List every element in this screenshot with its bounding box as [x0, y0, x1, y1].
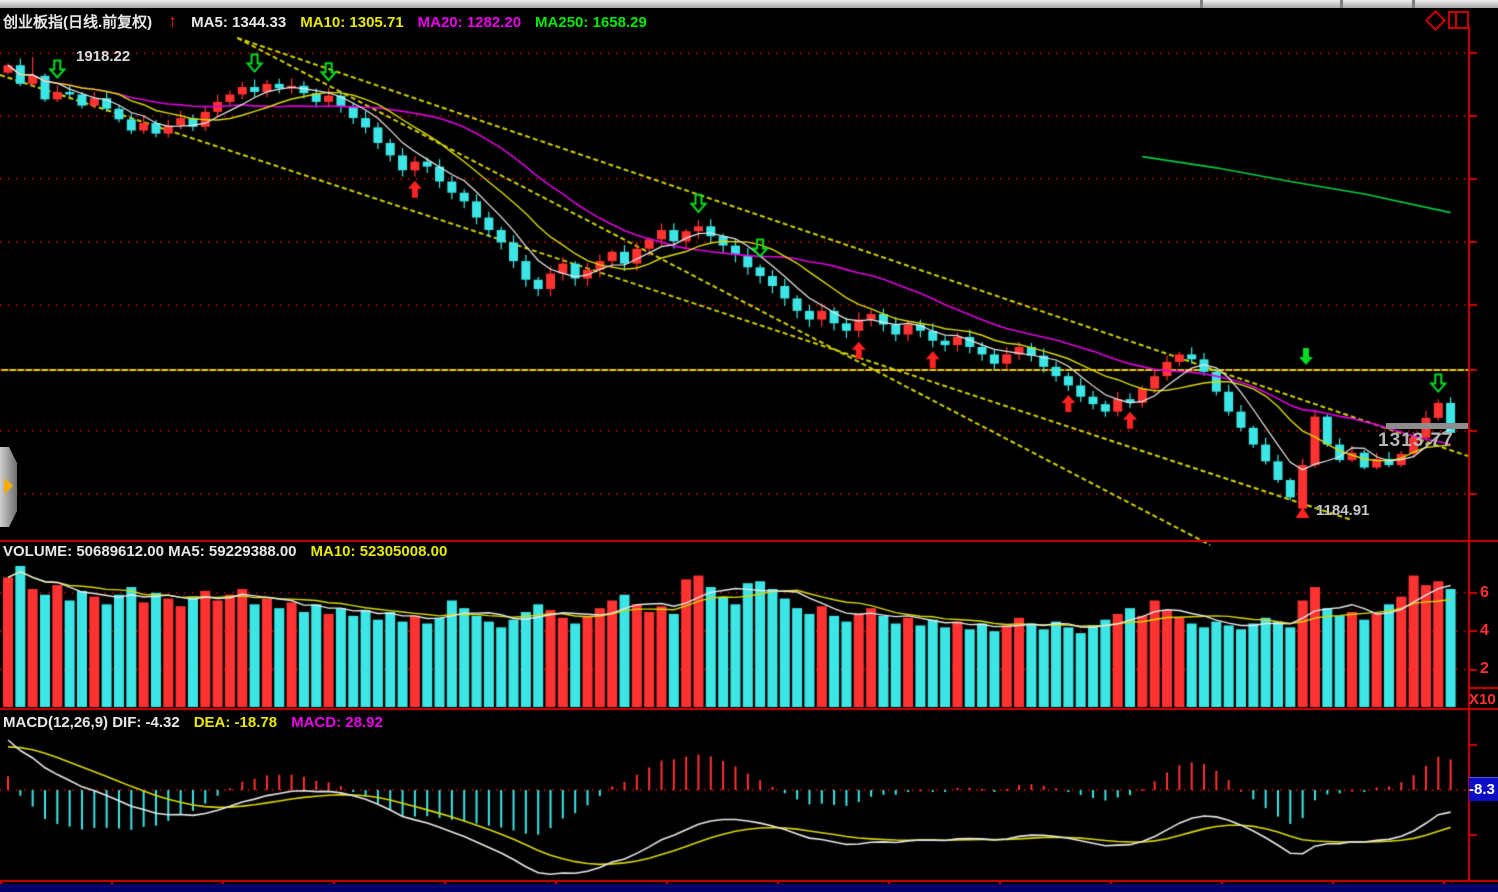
macd-header: MACD(12,26,9) DIF: -4.32 DEA: -18.78 MACD:…: [3, 714, 397, 731]
low-price-label: 1184.91: [1316, 502, 1370, 519]
chart-title: 创业板指(日线.前复权): [3, 14, 153, 31]
up-arrow-icon: ↑: [168, 11, 178, 31]
high-price-label: 1918.22: [76, 48, 131, 65]
ma250-value: MA250: 1658.29: [535, 14, 647, 31]
macd-value-badge: -8.3: [1469, 777, 1498, 801]
volume-header: VOLUME: 50689612.00 MA5: 59229388.00 MA10…: [3, 543, 461, 560]
window-titlebar[interactable]: [0, 0, 1498, 8]
volume-axis-tick-4: 4: [1480, 622, 1489, 639]
main-chart-header: 创业板指(日线.前复权) ↑ MA5: 1344.33 MA10: 1305.71 MA…: [3, 11, 661, 32]
macd-hist-value: MACD: 28.92: [291, 714, 383, 731]
titlebar-segment: [1412, 0, 1415, 8]
volume-scale-label: X10: [1469, 691, 1496, 708]
volume-axis-tick-6: 6: [1480, 584, 1489, 601]
volume-value: VOLUME: 50689612.00 MA5: 59229388.00: [3, 543, 297, 560]
titlebar-segment: [1200, 0, 1203, 8]
volume-ma10-value: MA10: 52305008.00: [310, 543, 448, 560]
split-window-icon[interactable]: [1448, 11, 1469, 29]
current-price-tag: 1313.77: [1378, 430, 1454, 451]
bottom-taskbar-strip: [0, 884, 1498, 892]
current-price-bar: [1386, 423, 1468, 429]
ma5-value: MA5: 1344.33: [191, 14, 287, 31]
macd-dea-value: DEA: -18.78: [193, 714, 278, 731]
volume-axis-tick-2: 2: [1480, 660, 1489, 677]
ma20-value: MA20: 1282.20: [417, 14, 522, 31]
sidebar-expand-arrow-icon: [4, 478, 13, 494]
macd-dif-value: MACD(12,26,9) DIF: -4.32: [3, 714, 180, 731]
sidebar-toggle-handle[interactable]: [0, 447, 17, 527]
titlebar-segment: [1340, 0, 1343, 8]
ma10-value: MA10: 1305.71: [300, 14, 404, 31]
split-window-icon-divider: [1455, 13, 1457, 27]
